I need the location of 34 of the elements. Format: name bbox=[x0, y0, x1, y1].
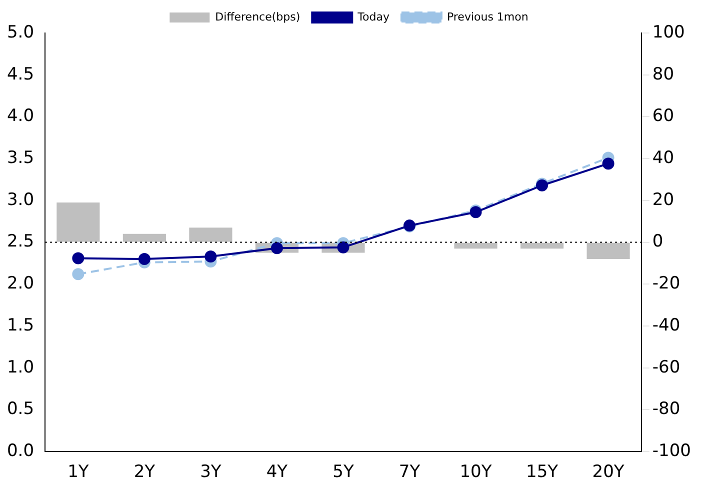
y2-tick-label: -40 bbox=[652, 315, 680, 336]
x-tick-label: 4Y bbox=[266, 462, 288, 482]
y2-tick-label: -60 bbox=[652, 357, 680, 378]
y-tick-label: 3.5 bbox=[6, 148, 34, 168]
y-tick-label: 0.0 bbox=[6, 441, 34, 462]
x-tick-label: 5Y bbox=[332, 462, 354, 482]
y2-tick-label: 100 bbox=[652, 22, 685, 42]
y2-tick-label: -20 bbox=[652, 274, 680, 294]
x-tick-label: 2Y bbox=[134, 462, 156, 482]
y2-tick-label: 0 bbox=[652, 232, 664, 252]
y-tick-label: 1.5 bbox=[6, 315, 34, 336]
y-tick-label: 2.0 bbox=[6, 274, 34, 294]
y-tick-label: 1.0 bbox=[6, 357, 34, 378]
y-tick-label: 2.5 bbox=[6, 232, 34, 252]
legend-label: Difference(bps) bbox=[215, 10, 300, 24]
y-tick-label: 3.0 bbox=[6, 190, 34, 210]
y-tick-label: 4.0 bbox=[6, 106, 34, 126]
y-tick-label: 4.5 bbox=[6, 64, 34, 84]
y2-tick-label: -80 bbox=[652, 399, 680, 420]
x-tick-label: 3Y bbox=[200, 462, 222, 482]
x-tick-label: 7Y bbox=[398, 462, 421, 482]
y2-tick-label: 40 bbox=[652, 148, 674, 168]
x-tick-label: 20Y bbox=[592, 462, 625, 482]
y2-tick-label: -100 bbox=[652, 441, 692, 462]
y2-tick-label: 80 bbox=[652, 64, 674, 84]
x-tick-label: 10Y bbox=[460, 462, 492, 482]
legend-label: Previous 1mon bbox=[446, 10, 528, 24]
y-tick-label: 5.0 bbox=[6, 22, 34, 42]
y2-tick-label: 60 bbox=[652, 106, 674, 126]
y-tick-label: 0.5 bbox=[6, 399, 34, 420]
legend-label: Today bbox=[356, 10, 390, 24]
x-tick-label: 15Y bbox=[526, 462, 559, 482]
y2-tick-label: 20 bbox=[652, 190, 674, 210]
x-tick-label: 1Y bbox=[68, 462, 90, 482]
